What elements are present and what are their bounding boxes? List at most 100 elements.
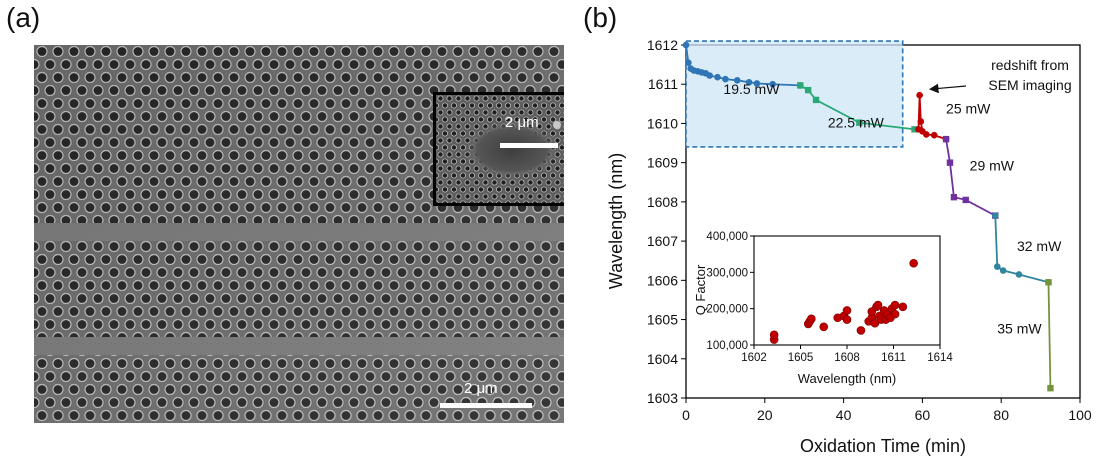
x-tick-label: 40 — [836, 407, 852, 423]
series-line-3 — [945, 138, 996, 217]
y-tick-label: 1605 — [647, 312, 678, 328]
series-point — [804, 86, 812, 94]
highlight-box — [685, 40, 904, 148]
sem-inset-image — [433, 92, 564, 206]
inset-point — [842, 306, 852, 315]
series-point — [745, 78, 753, 86]
power-label: 29 mW — [970, 158, 1015, 174]
series-point — [682, 41, 690, 49]
power-label: 32 mW — [1017, 238, 1062, 254]
main-scale-label: 2 μm — [464, 380, 498, 397]
inset-y-tick-label: 400,000 — [706, 231, 748, 243]
panel-label-a: (a) — [6, 2, 41, 33]
inset-point — [890, 309, 900, 319]
series-point — [930, 131, 938, 139]
y-tick-label: 1604 — [647, 351, 678, 367]
annotations: 19.5 mW 22.5 mW 25 mW 29 mW 32 mW 35 mW — [723, 81, 1062, 336]
x-tick-label: 100 — [1068, 407, 1092, 423]
inset-y-title: Q Factor — [693, 264, 708, 315]
inset-point — [807, 314, 816, 324]
series-point — [1047, 384, 1054, 392]
series-point — [993, 263, 1001, 270]
inset-y-tick-label: 200,000 — [706, 304, 748, 316]
inset-x-tick-label: 1608 — [834, 352, 860, 364]
series-point — [917, 118, 925, 125]
series-point — [916, 91, 923, 99]
series-point — [1015, 271, 1023, 278]
series-point — [942, 135, 950, 143]
sem-image: 2 μm 2 μm — [34, 45, 564, 423]
inset-points — [769, 258, 918, 344]
y-axis-ticks: 1603 1604 1605 1606 1607 1608 1609 1610 1611 1612 — [647, 37, 686, 406]
inset-scale-bar — [500, 143, 558, 148]
inset-point — [856, 326, 866, 335]
series-point — [991, 212, 999, 219]
callout: redshift from SEM imaging — [928, 57, 1072, 94]
x-axis-ticks: 0 20 40 60 80 100 — [682, 398, 1092, 423]
inset-point — [769, 330, 779, 340]
x-tick-label: 60 — [915, 407, 931, 423]
callout-line-1: redshift from — [991, 57, 1069, 73]
inset-y-tick-label: 300,000 — [706, 267, 748, 279]
inset-point — [890, 300, 900, 310]
series-point — [733, 77, 741, 84]
inset-x-ticks: 1602 1605 1608 1611 1614 — [741, 345, 953, 364]
series-point — [797, 82, 804, 89]
series-point — [999, 267, 1007, 274]
x-axis-title: Oxidation Time (min) — [800, 436, 966, 456]
inset-x-tick-label: 1614 — [927, 352, 953, 364]
y-tick-label: 1606 — [647, 272, 678, 288]
series-point — [911, 126, 918, 133]
x-tick-label: 80 — [993, 407, 1009, 423]
inset-x-title: Wavelength (nm) — [798, 371, 897, 386]
series-point — [812, 96, 820, 104]
x-tick-label: 20 — [757, 407, 773, 423]
series-point — [962, 196, 969, 204]
series-point — [769, 80, 776, 88]
power-label: 22.5 mW — [828, 114, 885, 130]
power-label: 19.5 mW — [723, 81, 780, 97]
inset-point — [898, 302, 908, 312]
main-scale-bar — [440, 403, 532, 408]
series-point — [685, 59, 692, 66]
inset-point — [819, 322, 829, 332]
y-tick-label: 1611 — [648, 76, 678, 92]
oxidation-spot — [466, 122, 558, 178]
sem-inset-pattern — [436, 95, 564, 203]
inset-point — [873, 300, 883, 310]
inset-point — [842, 315, 852, 324]
series-point — [753, 80, 761, 87]
inset-point — [909, 258, 918, 268]
series-point — [722, 75, 729, 83]
inset-x-tick-label: 1602 — [741, 352, 767, 364]
y-tick-label: 1608 — [647, 194, 678, 210]
inset-y-tick-label: 100,000 — [706, 340, 748, 352]
y-tick-label: 1610 — [647, 115, 678, 131]
debris-particle — [553, 121, 561, 129]
inset-scale-label: 2 μm — [505, 114, 539, 131]
callout-line-2: SEM imaging — [988, 77, 1071, 93]
panel-label-b: (b) — [583, 2, 618, 33]
series-point — [950, 193, 958, 201]
inset-x-tick-label: 1605 — [788, 352, 814, 364]
series-point — [714, 73, 721, 81]
series-point — [856, 119, 863, 126]
power-label: 35 mW — [997, 320, 1042, 336]
inset-frame — [753, 235, 941, 346]
y-tick-label: 1607 — [647, 233, 678, 249]
series-point — [946, 159, 954, 166]
x-tick-label: 0 — [682, 407, 690, 423]
callout-arrow — [928, 83, 967, 94]
wavelength-chart: 1603 1604 1605 1606 1607 1608 1609 1610 1611 1612… — [606, 37, 1092, 456]
series-line-5 — [1047, 282, 1052, 389]
series-point — [706, 72, 713, 79]
inset-y-ticks: 100,000 200,000 300,000 400,000 — [706, 231, 754, 352]
y-tick-label: 1609 — [647, 155, 678, 171]
data-series — [682, 41, 1054, 392]
power-label: 25 mW — [946, 101, 991, 117]
inset-x-tick-label: 1611 — [881, 352, 906, 364]
series-point — [1045, 279, 1052, 286]
y-tick-label: 1612 — [647, 37, 678, 53]
series-point — [923, 131, 930, 138]
